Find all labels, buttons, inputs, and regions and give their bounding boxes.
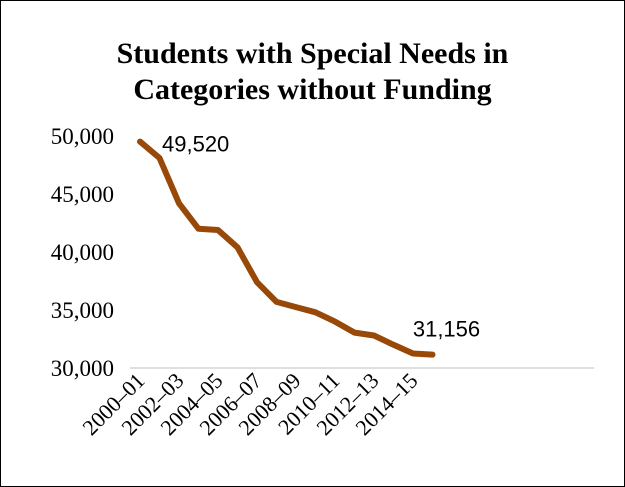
y-tick-label: 30,000 [51, 356, 114, 381]
data-label: 49,520 [162, 132, 229, 157]
data-label: 31,156 [413, 317, 480, 342]
y-tick-label: 45,000 [51, 182, 114, 207]
chart-title-line-1: Students with Special Needs in [116, 37, 509, 70]
y-tick-label: 50,000 [51, 124, 114, 149]
y-tick-label: 35,000 [51, 298, 114, 323]
series-line [137, 138, 436, 358]
chart-title: Students with Special Needs in Categorie… [0, 36, 625, 108]
chart-title-line-2: Categories without Funding [133, 73, 492, 106]
y-tick-label: 40,000 [51, 240, 114, 265]
